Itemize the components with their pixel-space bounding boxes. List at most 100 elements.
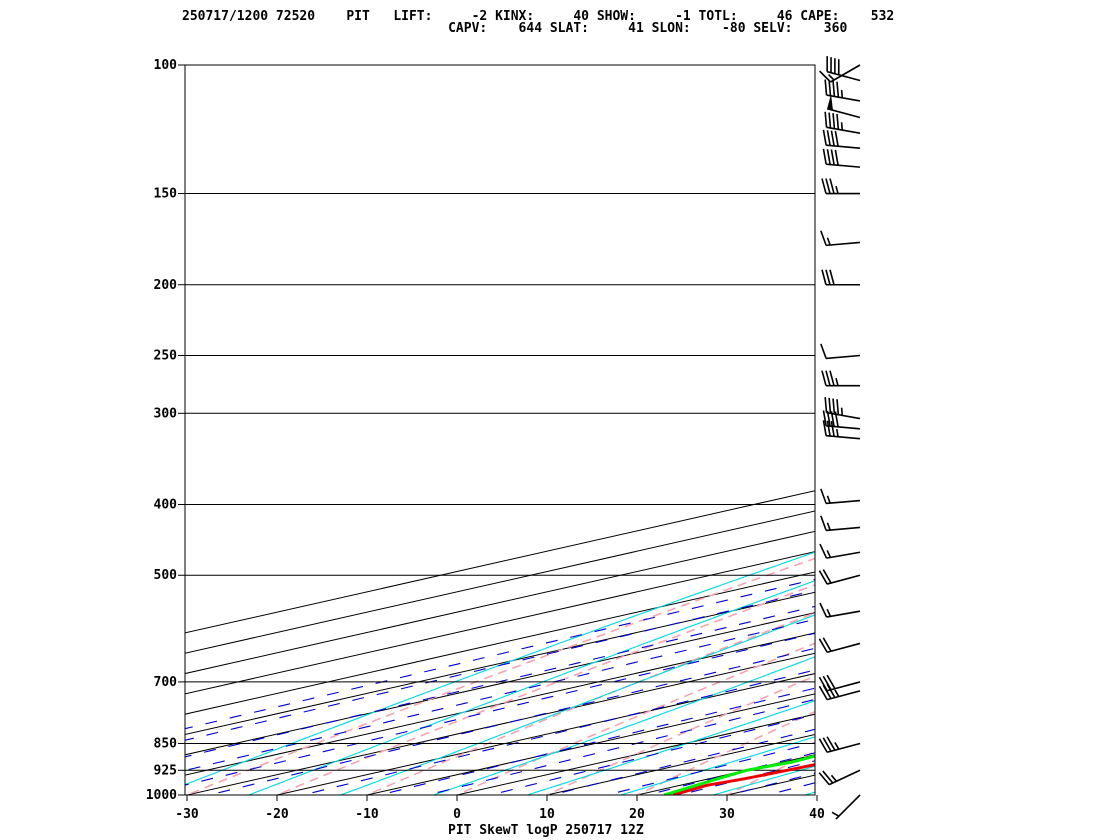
y-tick-label: 200 xyxy=(154,278,178,293)
wind-barb xyxy=(819,64,861,83)
wind-barb-staff xyxy=(826,241,861,247)
isotherm-line xyxy=(185,530,815,675)
wind-barb-staff xyxy=(826,610,861,618)
wind-barb-full xyxy=(818,738,828,753)
y-tick-label: 925 xyxy=(154,763,177,778)
wind-barb-full xyxy=(820,343,827,359)
wind-barb-full xyxy=(826,683,836,698)
wind-barb-full xyxy=(818,772,830,786)
wind-barb-half xyxy=(840,407,844,416)
isotherm-line xyxy=(634,754,815,795)
mixing-ratio-line xyxy=(185,589,815,741)
wind-barb xyxy=(822,129,861,149)
y-tick-label: 400 xyxy=(154,498,178,513)
header-line-2: CAPV: 644 SLAT: 41 SLON: -80 SELV: 360 xyxy=(182,21,848,36)
dry-adiabat-line xyxy=(365,612,815,795)
y-tick-label: 500 xyxy=(154,568,178,583)
wind-barb-half xyxy=(826,550,832,558)
wind-barb-half xyxy=(826,237,831,246)
wind-barb-full xyxy=(822,637,832,652)
wind-barb-staff xyxy=(826,526,861,532)
wind-barb-full xyxy=(821,370,827,386)
wind-barb-full xyxy=(828,112,832,129)
wind-barb-staff xyxy=(826,742,861,754)
wind-barb-full xyxy=(822,770,834,784)
wind-barb-full xyxy=(820,515,827,531)
wind-barb xyxy=(820,230,861,247)
wind-barb-full xyxy=(826,420,831,437)
wind-barb-full xyxy=(834,149,839,166)
isotherm-line xyxy=(185,612,815,756)
x-tick-label: 0 xyxy=(453,807,461,822)
wind-barb xyxy=(818,637,861,654)
wind-barb-staff xyxy=(826,690,861,701)
wind-barb-full xyxy=(832,80,836,97)
wind-barb-full xyxy=(822,420,827,436)
wind-barb xyxy=(821,370,860,387)
wind-barb-staff xyxy=(826,144,861,149)
mixing-ratio-line xyxy=(765,782,815,795)
isotherm-line xyxy=(185,591,815,736)
wind-barb-full xyxy=(822,737,832,752)
wind-barb-full xyxy=(832,113,836,129)
wind-barb-half xyxy=(840,90,844,98)
y-tick-label: 700 xyxy=(154,675,178,690)
x-tick-label: 30 xyxy=(719,807,735,822)
isotherm-line xyxy=(185,490,815,634)
x-tick-label: -20 xyxy=(265,807,289,822)
mixing-ratio-line xyxy=(377,687,815,795)
wind-barb-staff xyxy=(826,94,861,102)
wind-barb-staff xyxy=(826,681,861,692)
x-tick-label: 40 xyxy=(809,807,825,822)
dry-adiabat-line xyxy=(971,49,1120,811)
isotherm-line xyxy=(544,733,815,795)
dry-adiabat-line xyxy=(274,583,815,795)
wind-barb-staff xyxy=(835,794,861,820)
isotherm-line xyxy=(185,571,815,715)
y-tick-label: 850 xyxy=(154,736,178,751)
isotherm-line xyxy=(185,652,815,795)
y-tick-label: 100 xyxy=(154,58,178,73)
wind-barb-full xyxy=(836,81,840,98)
wind-barb-full xyxy=(822,148,827,165)
isotherm-line xyxy=(185,632,815,776)
wind-barb-staff xyxy=(826,354,861,360)
wind-barb-full xyxy=(826,736,836,751)
moist-adiabat-line xyxy=(247,580,815,795)
wind-barb-staff xyxy=(826,434,861,440)
wind-barb xyxy=(821,269,860,286)
wind-barb-flag xyxy=(827,94,833,111)
wind-barb xyxy=(818,683,861,701)
x-tick-label: 20 xyxy=(629,807,645,822)
wind-barb-staff xyxy=(826,574,861,585)
wind-barb-full xyxy=(826,410,831,427)
mixing-ratio-line xyxy=(488,713,815,795)
mixing-ratio-line xyxy=(300,669,815,795)
x-tick-label: -30 xyxy=(175,807,199,822)
wind-barb-full xyxy=(828,397,832,414)
isotherm-line xyxy=(185,510,815,654)
wind-barb xyxy=(818,569,861,585)
dry-adiabat-line xyxy=(725,750,815,795)
wind-barb-half xyxy=(835,185,839,194)
wind-barb-full xyxy=(822,129,827,146)
wind-barb xyxy=(820,488,861,505)
wind-barb-full xyxy=(830,420,835,437)
x-axis-caption: PIT SkewT logP 250717 12Z xyxy=(448,823,644,838)
wind-barb-staff xyxy=(826,551,861,559)
header-line-1: 250717/1200 72520 PIT LIFT: -2 KINX: 40 … xyxy=(182,9,895,24)
wind-barb-full xyxy=(826,674,836,690)
wind-barb-full xyxy=(830,149,835,165)
wind-barb-half xyxy=(831,811,840,817)
wind-barb-staff xyxy=(828,769,861,786)
moist-adiabat-line xyxy=(339,614,815,795)
mixing-ratio-line xyxy=(677,760,815,795)
wind-barb-staff xyxy=(826,107,861,119)
wind-barb-staff xyxy=(826,425,861,430)
moist-adiabat-line xyxy=(618,736,815,795)
wind-barb-full xyxy=(829,178,835,194)
wind-barb-full xyxy=(821,178,827,194)
mixing-ratio-line xyxy=(185,632,815,786)
wind-barb-full xyxy=(834,411,839,427)
wind-barb-full xyxy=(828,80,832,96)
